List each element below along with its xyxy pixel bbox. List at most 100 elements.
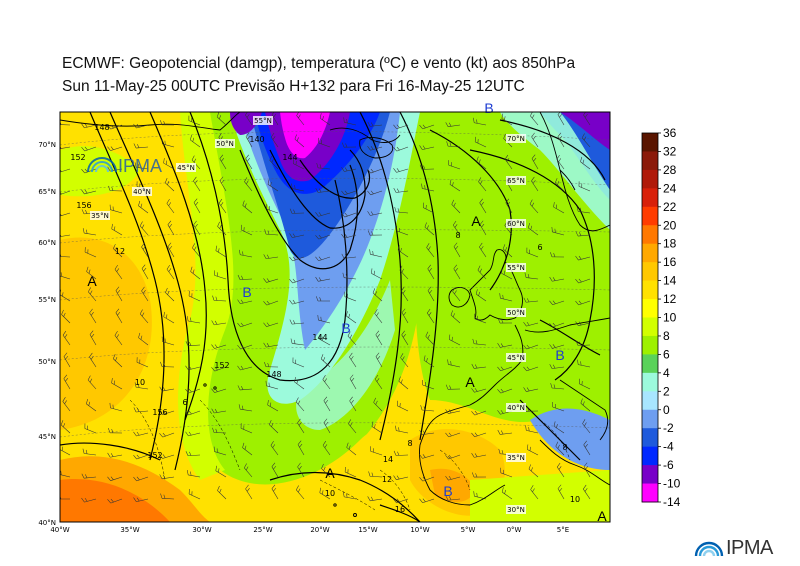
grid-label: 70°N	[507, 135, 525, 143]
lat-label: 60°N	[38, 239, 56, 247]
pressure-center-low: B	[555, 347, 564, 363]
grid-label: 40°N	[133, 188, 151, 196]
contour-label: 152	[147, 451, 162, 460]
contour-label: 8	[407, 439, 412, 448]
contour-label: 6	[182, 398, 187, 407]
colorbar-swatch	[642, 372, 658, 392]
lon-label: 30°W	[192, 526, 211, 534]
contour-label: 8	[455, 231, 460, 240]
colorbar-label: 6	[663, 347, 670, 361]
colorbar-label: -2	[663, 421, 674, 435]
longitude-labels: 40°W 35°W 30°W 25°W 20°W 15°W 10°W 5°W 0°W 5°E	[50, 526, 569, 534]
lon-label: 10°W	[410, 526, 429, 534]
colorbar-label: 8	[663, 329, 670, 343]
ipma-brand-text: IPMA	[726, 536, 773, 559]
lat-label: 70°N	[38, 141, 56, 149]
ipma-logo-icon	[694, 541, 724, 557]
contour-label: 144	[282, 153, 297, 162]
colorbar-label: 36	[663, 126, 677, 140]
colorbar-label: 2	[663, 384, 670, 398]
colorbar-swatch	[642, 243, 658, 263]
colorbar-swatch	[642, 465, 658, 485]
colorbar-swatch	[642, 446, 658, 466]
contour-label: 6	[537, 243, 542, 252]
pressure-center-low: B	[443, 483, 452, 499]
pressure-center-high: A	[87, 273, 97, 289]
lat-label: 45°N	[38, 433, 56, 441]
map-title-line-2: Sun 11-May-25 00UTC Previsão H+132 para …	[62, 78, 525, 95]
lat-label: 55°N	[38, 296, 56, 304]
map-title-line-1: ECMWF: Geopotencial (damgp), temperatura…	[62, 55, 576, 72]
contour-label: 8	[562, 443, 567, 452]
colorbar-label: 4	[663, 366, 670, 380]
grid-label: 50°N	[507, 309, 525, 317]
grid-label: 55°N	[254, 117, 272, 125]
graticule-lines	[60, 131, 610, 438]
contour-label: 156	[76, 201, 91, 210]
contour-label: 10	[135, 378, 145, 387]
contour-labels: 1481521561401441481521561521441210610121…	[70, 123, 580, 514]
colorbar-swatch	[642, 428, 658, 448]
pressure-center-high: A	[325, 465, 335, 481]
contour-label: 12	[382, 475, 392, 484]
colorbar-swatch	[642, 169, 658, 189]
contour-label: 148	[94, 123, 109, 132]
grid-label: 60°N	[507, 220, 525, 228]
colorbar-swatch	[642, 280, 658, 300]
contour-label: 12	[115, 247, 125, 256]
colorbar-swatch	[642, 133, 658, 152]
coastlines	[60, 112, 610, 517]
colorbar-swatch	[642, 391, 658, 411]
colorbar-label: 12	[663, 292, 677, 306]
colorbar-label: 18	[663, 237, 677, 251]
colorbar-swatch	[642, 354, 658, 374]
wind-barbs	[60, 112, 591, 504]
lon-label: 20°W	[310, 526, 329, 534]
colorbar-label: 20	[663, 218, 677, 232]
colorbar-label: 16	[663, 255, 677, 269]
grid-label: 45°N	[177, 164, 195, 172]
contour-label: 14	[383, 455, 393, 464]
contour-label: 148	[266, 370, 281, 379]
grid-label: 50°N	[216, 140, 234, 148]
grid-label: 30°N	[507, 506, 525, 514]
grid-label: 65°N	[507, 177, 525, 185]
colorbar-label: 10	[663, 311, 677, 325]
colorbar-label: 0	[663, 403, 670, 417]
contour-label: 152	[214, 361, 229, 370]
colorbar-swatch	[642, 409, 658, 429]
colorbar-swatch	[642, 151, 658, 171]
lon-label: 25°W	[253, 526, 272, 534]
pressure-centers: A B B B A A A B B A	[87, 100, 607, 524]
colorbar-swatch	[642, 188, 658, 208]
map-frame	[59, 111, 611, 523]
colorbar-label: -10	[663, 477, 681, 491]
contour-label: 10	[325, 489, 335, 498]
colorbar-label: 14	[663, 274, 677, 288]
lat-label: 65°N	[38, 188, 56, 196]
colorbar-swatch	[642, 206, 658, 226]
colorbar-label: -14	[663, 495, 681, 509]
colorbar-swatch	[642, 483, 658, 503]
colorbar-label: 28	[663, 163, 677, 177]
lon-label: 5°W	[461, 526, 476, 534]
latitude-labels: 70°N 65°N 60°N 55°N 50°N 45°N 40°N	[38, 141, 56, 527]
grid-label: 40°N	[507, 404, 525, 412]
pressure-center-high: A	[465, 374, 475, 390]
colorbar-swatch	[642, 317, 658, 337]
lon-label: 5°E	[557, 526, 569, 534]
pressure-center-low: B	[484, 100, 493, 116]
pressure-center-high: A	[597, 508, 607, 524]
colorbar-swatch	[642, 225, 658, 245]
contour-label: 140	[249, 135, 264, 144]
pressure-center-high: A	[471, 213, 481, 229]
ipma-brand-logo: IPMA	[694, 536, 773, 560]
lon-label: 40°W	[50, 526, 69, 534]
pressure-center-low: B	[341, 320, 350, 336]
pressure-center-low: B	[242, 284, 251, 300]
watermark-text: IPMA	[118, 156, 162, 176]
contour-label: 10	[570, 495, 580, 504]
colorbar-label: 22	[663, 200, 677, 214]
